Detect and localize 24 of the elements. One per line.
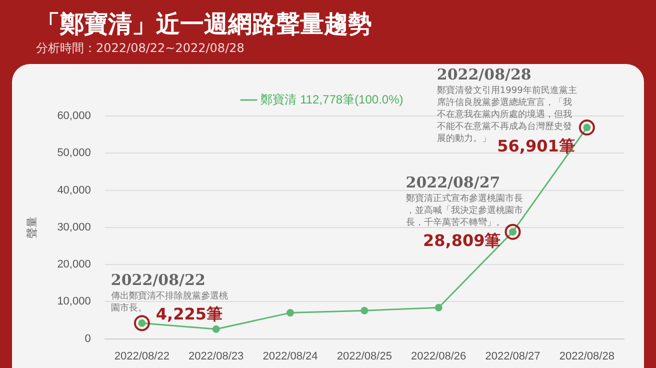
y-tick-label: 30,000	[57, 221, 91, 234]
y-tick-label: 60,000	[57, 110, 91, 122]
point	[360, 306, 368, 314]
x-tick-label: 2022/08/23	[188, 350, 244, 362]
x-tick-label: 2022/08/26	[411, 350, 466, 362]
x-tick-label: 2022/08/25	[336, 350, 392, 362]
chart-title: 「鄭寶清」近一週網路聲量趨勢	[36, 9, 372, 40]
y-tick-label: 40,000	[57, 184, 91, 196]
point	[434, 304, 442, 312]
legend-label: 鄭寶清 112,778筆(100.0%)	[260, 92, 404, 106]
x-tick-label: 2022/08/28	[559, 350, 614, 362]
point	[212, 325, 220, 333]
y-tick-label: 20,000	[57, 258, 91, 271]
annotation: 2022/08/27 鄭寶清正式宣布參選桃園市長，並高喊「我決定參選桃園市長，千辛萬苦不轉彎」。	[406, 174, 523, 228]
data-label: 28,809筆	[423, 230, 501, 250]
chart-subtitle: 分析時間：2022/08/22~2022/08/28	[36, 40, 244, 57]
x-tick-label: 2022/08/27	[485, 350, 540, 362]
x-tick-label: 2022/08/24	[262, 350, 318, 362]
y-tick-label: 10,000	[57, 296, 91, 308]
y-tick-label: 50,000	[57, 147, 91, 160]
x-tick-label: 2022/08/22	[114, 350, 170, 362]
y-tick-label: 0	[84, 332, 91, 345]
y-axis-title: 聲量	[26, 216, 39, 238]
point	[286, 309, 294, 317]
